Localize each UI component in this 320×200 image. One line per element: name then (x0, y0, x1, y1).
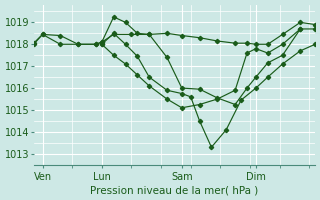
X-axis label: Pression niveau de la mer( hPa ): Pression niveau de la mer( hPa ) (90, 185, 259, 195)
